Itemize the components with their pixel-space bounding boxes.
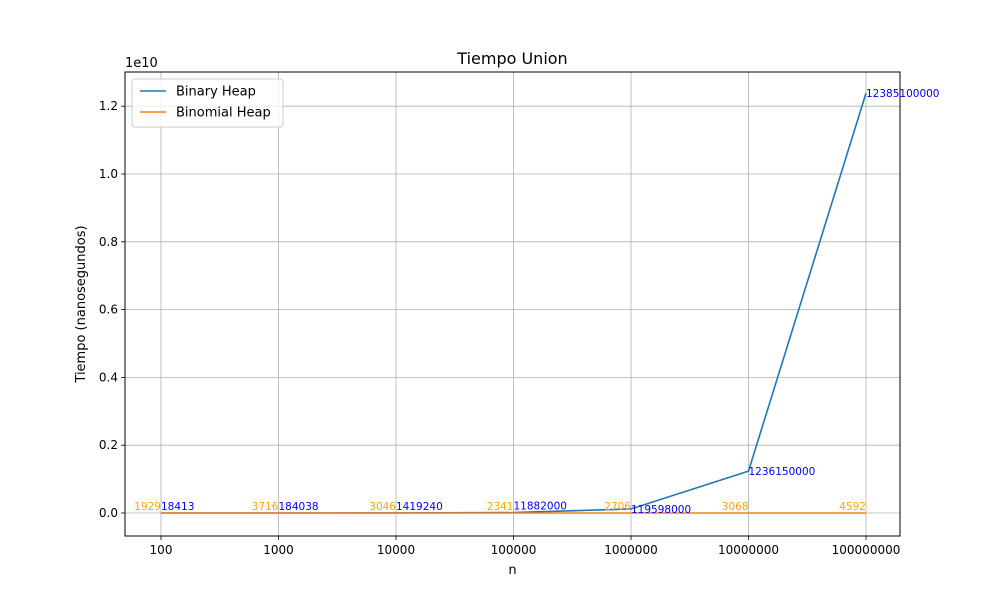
y-tick-label: 0.2 [99,438,118,452]
binary-heap-data-label: 12385100000 [866,88,940,100]
legend: Binary Heap Binomial Heap [131,78,284,128]
y-tick-label: 0.4 [99,370,118,384]
binomial-heap-data-label: 3046 [369,501,396,513]
x-tick-label: 10000 [377,543,415,557]
chart-title: Tiempo Union [456,49,567,68]
x-tick-label: 1000000 [604,543,657,557]
x-axis-label: n [508,563,516,578]
binomial-heap-data-label: 3068 [722,501,749,513]
y-tick-label: 0.6 [99,303,118,317]
x-tick-label: 1000 [263,543,294,557]
x-tick-label: 10000000 [718,543,779,557]
x-tick-label: 100000000 [832,543,901,557]
binary-heap-data-label: 119598000 [631,504,691,516]
y-tick-label: 0.0 [99,506,118,520]
binary-heap-data-label: 1419240 [396,501,443,513]
plot-frame [124,71,901,537]
binomial-heap-data-label: 2706 [604,501,631,513]
binomial-heap-data-label: 3716 [252,501,279,513]
y-tick-label: 0.8 [99,235,118,249]
binary-heap-data-label: 1236150000 [749,466,816,478]
binary-heap-data-label: 18413 [161,501,194,513]
binomial-heap-data-label: 2341 [487,501,514,513]
y-axis-label: Tiempo (nanosegundos) [74,225,89,383]
legend-label-binomial-heap: Binomial Heap [176,106,271,121]
binary-heap-data-label: 184038 [279,501,319,513]
legend-box [131,78,284,128]
y-axis-scale-label: 1e10 [125,56,158,71]
binomial-heap-data-label: 1929 [134,501,161,513]
x-tick-label: 100 [150,543,173,557]
data-labels: 18413 184038 1419240 11882000 119598000 12361… [134,88,939,516]
series-lines [160,92,867,514]
axes: 100 1000 10000 100000 1000000 10000000 1000000… [99,99,900,557]
y-tick-label: 1.2 [99,99,118,113]
binomial-heap-data-label: 4592 [839,501,866,513]
binary-heap-data-label: 11882000 [514,501,567,513]
legend-label-binary-heap: Binary Heap [176,85,256,100]
x-tick-label: 100000 [491,543,537,557]
y-tick-label: 1.0 [99,167,118,181]
